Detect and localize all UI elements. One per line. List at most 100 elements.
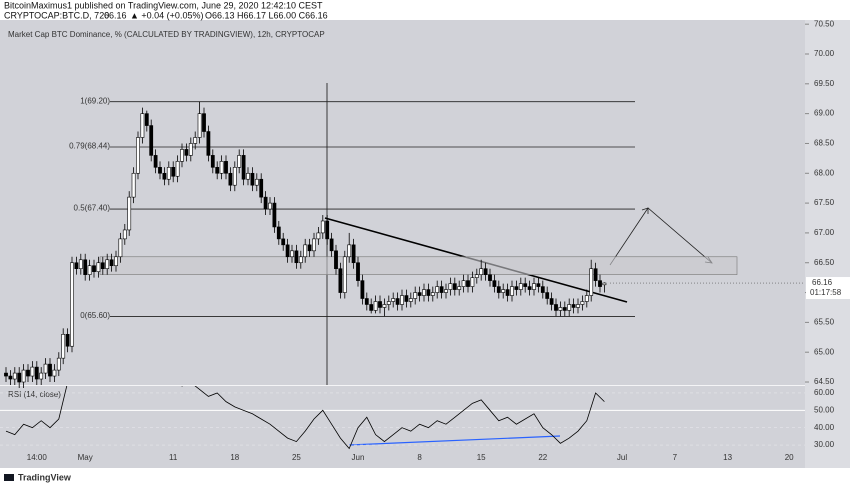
x-tick-label: 11 bbox=[169, 453, 178, 462]
candle-body bbox=[338, 268, 343, 293]
candle-body bbox=[65, 334, 70, 347]
candle-body bbox=[514, 286, 519, 290]
candle-body bbox=[567, 304, 572, 311]
candle-body bbox=[589, 268, 594, 296]
candle-body bbox=[351, 244, 356, 264]
publisher: BitcoinMaximus1 published on TradingView… bbox=[4, 0, 323, 10]
x-tick-label: 8 bbox=[417, 453, 422, 462]
candle-body bbox=[430, 292, 435, 296]
candle-body bbox=[505, 289, 510, 296]
candle-body bbox=[237, 155, 242, 168]
candle-body bbox=[492, 280, 497, 287]
candle-body bbox=[395, 298, 400, 305]
candle-body bbox=[285, 244, 290, 258]
candle-body bbox=[246, 172, 250, 180]
candle-body bbox=[593, 268, 598, 281]
candle-body bbox=[4, 372, 8, 377]
candle-body bbox=[364, 298, 369, 305]
x-tick-label: 22 bbox=[538, 453, 547, 462]
candle-body bbox=[422, 289, 426, 296]
candle-body bbox=[70, 262, 74, 347]
candle-body bbox=[193, 137, 198, 144]
candle-body bbox=[83, 259, 88, 275]
candle-body bbox=[435, 286, 440, 293]
y-tick-label: 65.50 bbox=[814, 317, 835, 326]
fib-label: 0(65.60) bbox=[80, 311, 110, 320]
x-tick-label: May bbox=[78, 453, 93, 462]
candle-body bbox=[470, 277, 475, 287]
candle-body bbox=[391, 298, 396, 302]
candle-body bbox=[417, 292, 422, 296]
chart-title: Market Cap BTC Dominance, % (CALCULATED … bbox=[8, 30, 325, 39]
candle-body bbox=[52, 369, 57, 377]
divergence-line bbox=[348, 435, 561, 446]
candle-body bbox=[356, 262, 360, 281]
candle-body bbox=[457, 286, 462, 290]
candle-body bbox=[448, 283, 453, 290]
x-tick-label: 14:00 bbox=[27, 453, 48, 462]
y-tick-label: 67.00 bbox=[814, 228, 835, 237]
candle-body bbox=[461, 280, 466, 287]
candle-body bbox=[171, 167, 176, 177]
y-tick-label: 69.00 bbox=[814, 109, 835, 118]
candle-body bbox=[347, 244, 352, 258]
candle-body bbox=[109, 259, 114, 267]
x-tick-label: 7 bbox=[673, 453, 678, 462]
candle-body bbox=[554, 304, 558, 311]
candle-body bbox=[369, 304, 374, 311]
candle-body bbox=[483, 268, 488, 275]
candle-body bbox=[162, 172, 167, 180]
candle-body bbox=[408, 298, 413, 302]
x-tick-label: 25 bbox=[292, 453, 301, 462]
candle-body bbox=[549, 298, 554, 305]
candle-body bbox=[320, 220, 325, 234]
rsi-tick-label: 50.00 bbox=[814, 405, 835, 414]
candle-body bbox=[87, 265, 92, 275]
candle-body bbox=[8, 375, 13, 380]
candle-body bbox=[536, 283, 541, 287]
y-tick-label: 68.00 bbox=[814, 168, 835, 177]
candle-body bbox=[316, 232, 321, 240]
candle-body bbox=[496, 286, 501, 293]
candle-body bbox=[598, 280, 602, 287]
candle-body bbox=[303, 244, 308, 258]
candle-body bbox=[105, 259, 110, 270]
candle-body bbox=[360, 280, 365, 299]
candle-body bbox=[100, 262, 105, 270]
candle-body bbox=[281, 238, 286, 246]
rsi-line bbox=[5, 386, 605, 450]
candle-body bbox=[342, 256, 347, 293]
rsi-tick-label: 40.00 bbox=[814, 423, 835, 432]
candle-body bbox=[373, 301, 378, 311]
rsi-tick-label: 30.00 bbox=[814, 440, 835, 449]
candle-body bbox=[532, 283, 536, 290]
candle-body bbox=[518, 283, 523, 290]
candle-body bbox=[136, 137, 140, 174]
candle-body bbox=[118, 238, 123, 258]
fib-label: 1(69.20) bbox=[80, 96, 110, 105]
candle-body bbox=[576, 304, 580, 308]
plot-bg bbox=[0, 20, 805, 468]
symbol: CRYPTOCAP:BTC.D, 720 bbox=[4, 10, 109, 20]
candle-body bbox=[329, 238, 334, 252]
last-price-box bbox=[806, 277, 850, 300]
change: ▲ +0.04 (+0.05%) bbox=[130, 10, 203, 20]
candle-body bbox=[400, 295, 404, 305]
candle-body bbox=[144, 113, 149, 126]
candle-body bbox=[228, 172, 233, 186]
candle-body bbox=[241, 155, 246, 180]
candle-body bbox=[272, 202, 277, 228]
candle-body bbox=[210, 155, 215, 168]
candle-body bbox=[558, 307, 563, 311]
candle-body bbox=[158, 167, 162, 174]
brand: TradingView bbox=[18, 472, 72, 482]
candle-body bbox=[268, 202, 272, 210]
candle-body bbox=[61, 334, 66, 359]
last-price-label: 66.16 bbox=[812, 278, 833, 287]
x-tick-label: 15 bbox=[477, 453, 486, 462]
candle-body bbox=[114, 256, 118, 267]
candle-body bbox=[276, 226, 281, 240]
candle-body bbox=[479, 268, 484, 275]
candle-body bbox=[307, 244, 312, 252]
